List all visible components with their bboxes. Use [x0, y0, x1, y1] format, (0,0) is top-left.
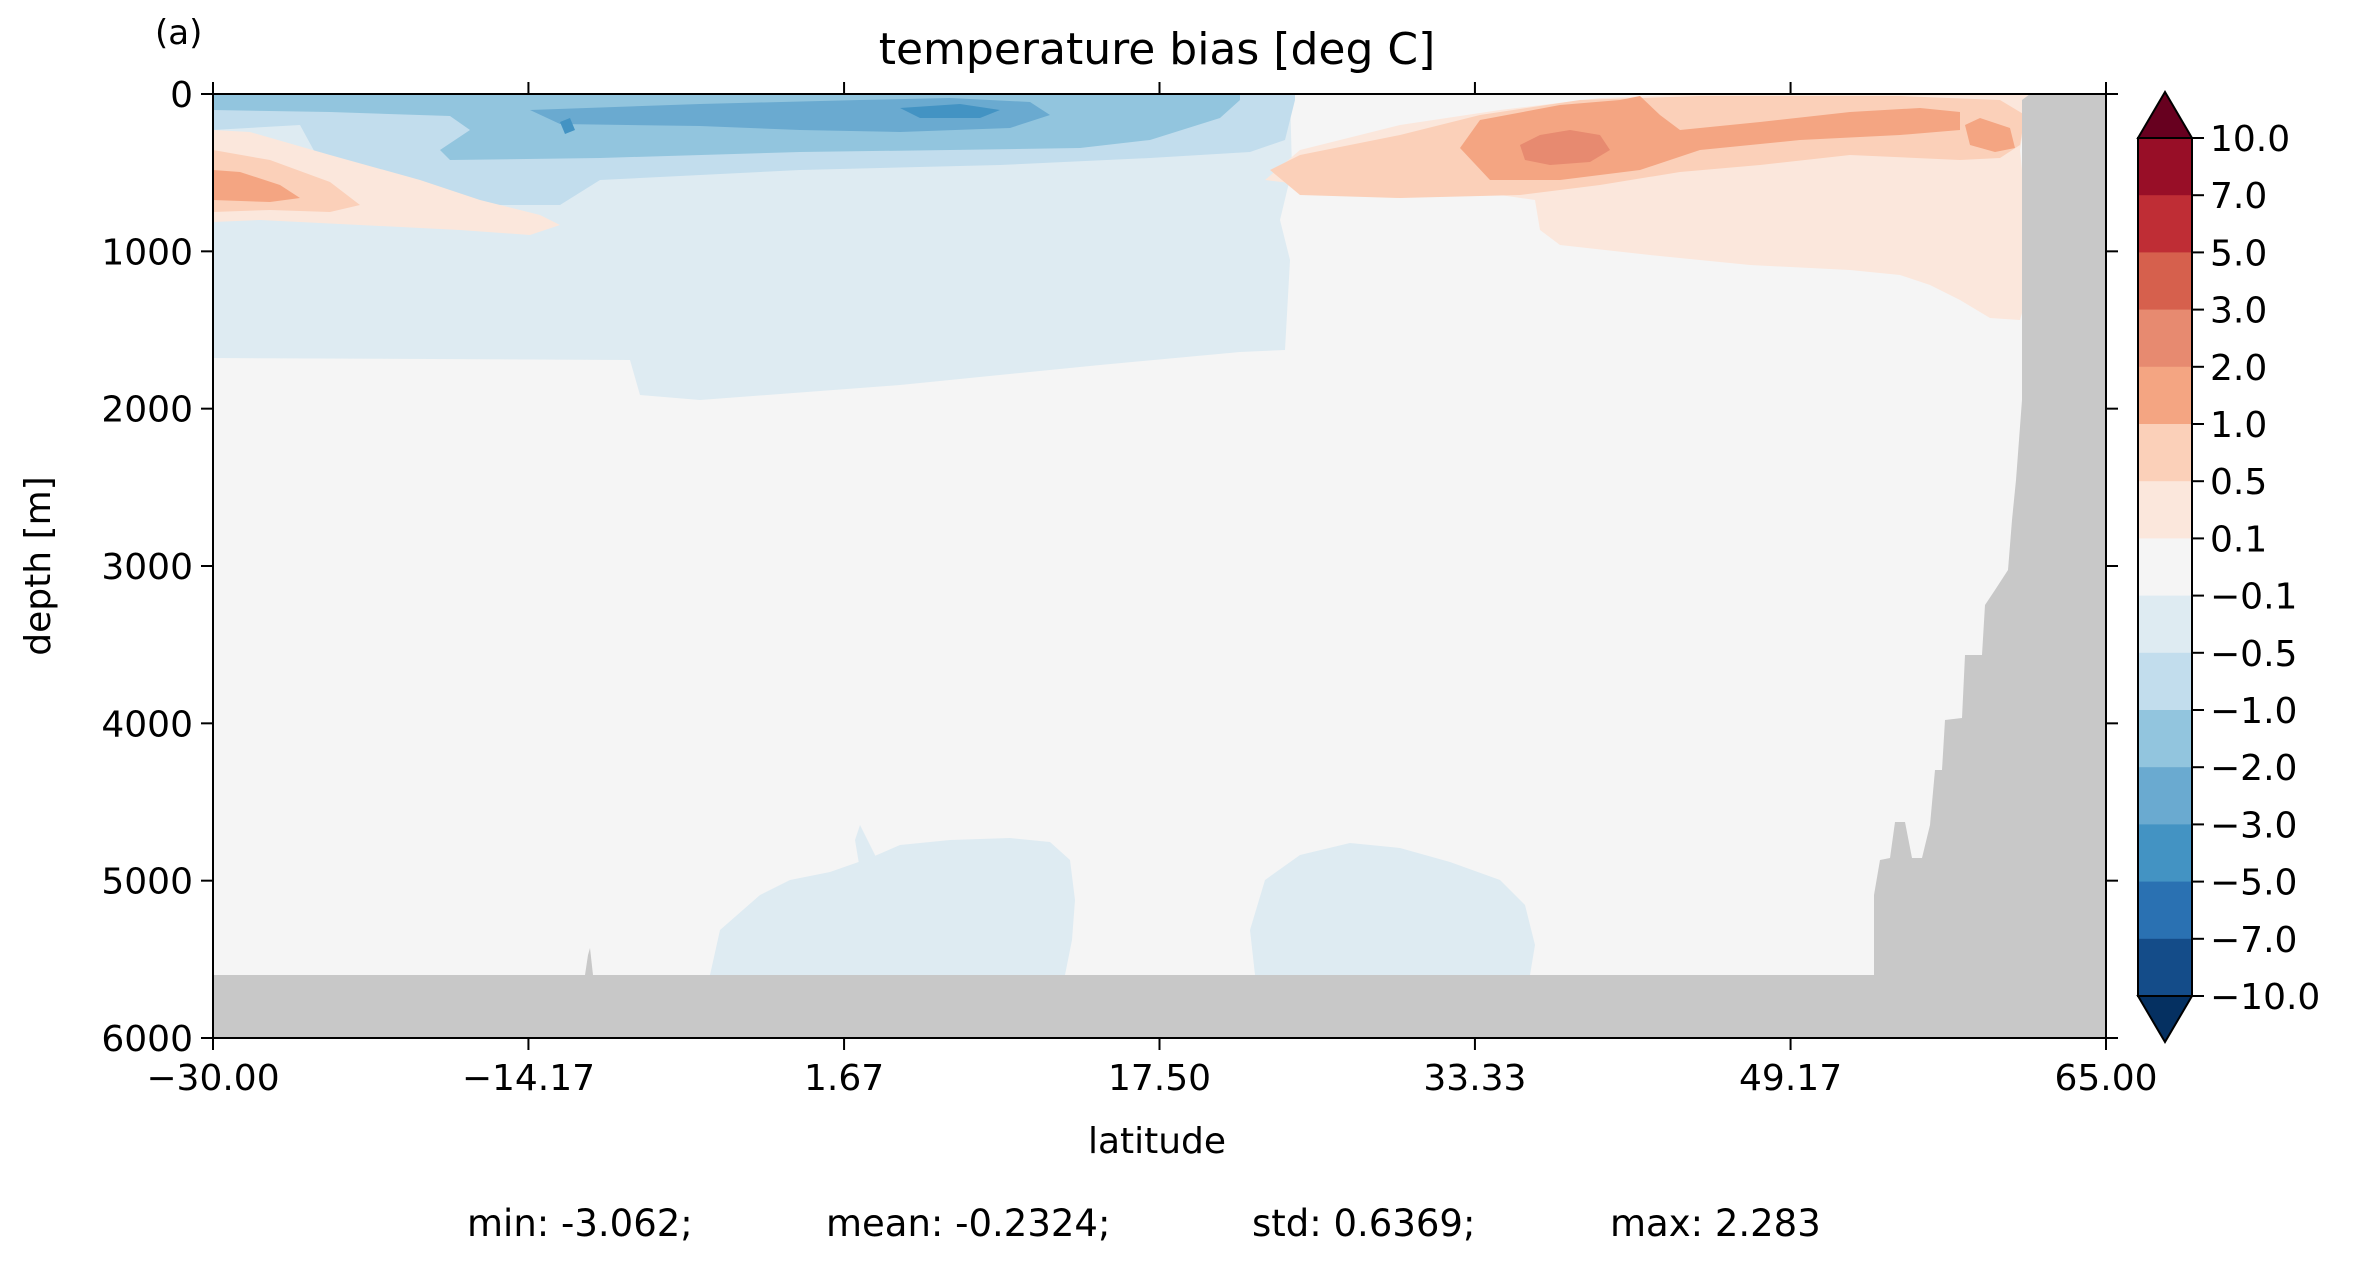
colorbar-band [2138, 824, 2192, 883]
band-neg-0.1-deep-east [1250, 843, 1535, 975]
x-tick-label: 1.67 [804, 1058, 884, 1099]
x-axis-label: latitude [1088, 1121, 1226, 1162]
stat-max: max: 2.283 [1610, 1202, 1821, 1245]
colorbar-band [2138, 252, 2192, 311]
y-tick-label: 1000 [101, 232, 193, 273]
colorbar-tick-label: 2.0 [2210, 348, 2267, 389]
colorbar-extend-min [2136, 995, 2194, 1044]
x-tick-label: 49.17 [1739, 1058, 1842, 1099]
colorbar-band [2138, 138, 2192, 196]
band-neg-0.1-deep-west [710, 838, 1075, 975]
colorbar-band [2138, 710, 2192, 768]
x-axis: −30.00 −14.17 1.67 17.50 33.33 49.17 65.00 [146, 82, 2158, 1099]
land-spike [585, 948, 593, 975]
land-mask [213, 94, 2106, 1038]
x-tick-label: 17.50 [1108, 1058, 1211, 1099]
y-axis-label: depth [m] [18, 476, 59, 655]
colorbar-tick-label: 5.0 [2210, 233, 2267, 274]
colorbar-tick-label: −5.0 [2210, 863, 2297, 904]
chart-title: temperature bias [deg C] [879, 24, 1436, 75]
contour-field [213, 94, 2106, 1038]
colorbar-tick-label: −3.0 [2210, 805, 2297, 846]
stats-line: min: -3.062; mean: -0.2324; std: 0.6369;… [467, 1202, 1821, 1245]
land-seafloor [213, 975, 2106, 1038]
colorbar-tick-label: 1.0 [2210, 405, 2267, 446]
band-neg-0.1-deep-mid [855, 825, 880, 870]
stat-std: std: 0.6369; [1252, 1202, 1475, 1245]
y-tick-label: 2000 [101, 390, 193, 431]
colorbar-band [2138, 938, 2192, 997]
colorbar-band [2138, 538, 2192, 597]
colorbar-band [2138, 424, 2192, 482]
colorbar-extend-max [2136, 90, 2194, 139]
colorbar-frame [2137, 137, 2193, 997]
colorbar-band [2138, 881, 2192, 940]
stat-mean: mean: -0.2324; [826, 1202, 1110, 1245]
colorbar-band [2138, 366, 2192, 425]
band-neg-3.0-b [560, 118, 575, 134]
y-tick-label: 5000 [101, 862, 193, 903]
colorbar-tick-label: 0.5 [2210, 462, 2267, 503]
band-pos-1.0-east [1965, 118, 2015, 152]
colorbar-band [2138, 595, 2192, 654]
colorbar-tick-label: 0.1 [2210, 519, 2267, 560]
colorbar-band [2138, 481, 2192, 539]
land-north [1874, 94, 2106, 1038]
stat-min: min: -3.062; [467, 1202, 693, 1245]
colorbar-tick-label: −1.0 [2210, 691, 2297, 732]
band-pos-2.0 [1520, 130, 1610, 165]
band-neg-3.0 [900, 104, 1000, 118]
y-tick-label: 6000 [101, 1019, 193, 1060]
colorbar-tick-label: 7.0 [2210, 176, 2267, 217]
x-tick-label: 65.00 [2054, 1058, 2157, 1099]
y-tick-label: 0 [170, 75, 193, 116]
colorbar-tick-label: −2.0 [2210, 748, 2297, 789]
x-tick-label: −14.17 [462, 1058, 595, 1099]
colorbar-tick-label: −10.0 [2210, 977, 2320, 1018]
y-tick-label: 3000 [101, 547, 193, 588]
colorbar-tick-label: −0.5 [2210, 634, 2297, 675]
panel-label: (a) [155, 13, 202, 53]
colorbar-band [2138, 195, 2192, 253]
colorbar-band [2138, 309, 2192, 368]
colorbar-band [2138, 767, 2192, 825]
band-neg-2.0 [530, 98, 1050, 132]
colorbar-tick-label: 10.0 [2210, 119, 2290, 160]
band-pos-1.0-south [213, 170, 300, 202]
x-tick-label: 33.33 [1423, 1058, 1526, 1099]
colorbar-tick-label: 3.0 [2210, 291, 2267, 332]
y-tick-label: 4000 [101, 704, 193, 745]
colorbar-band [2138, 652, 2192, 711]
colorbar: 10.0 7.0 5.0 3.0 2.0 1.0 0.5 0.1 −0.1 −0.5 −1.0 −2.… [2136, 90, 2320, 1044]
y-axis: 0 1000 2000 3000 4000 5000 6000 [101, 75, 2118, 1060]
colorbar-tick-label: −7.0 [2210, 920, 2297, 961]
x-tick-label: −30.00 [146, 1058, 279, 1099]
colorbar-tick-label: −0.1 [2210, 577, 2297, 618]
